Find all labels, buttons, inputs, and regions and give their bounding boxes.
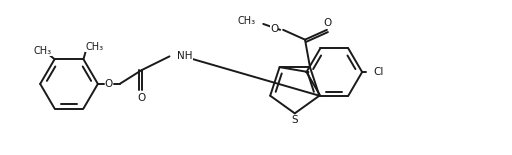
Text: O: O	[270, 24, 278, 34]
Text: O: O	[138, 93, 146, 103]
Text: CH₃: CH₃	[237, 16, 255, 26]
Text: NH: NH	[178, 51, 193, 61]
Text: S: S	[291, 115, 298, 125]
Text: Cl: Cl	[373, 67, 383, 77]
Text: CH₃: CH₃	[34, 46, 52, 56]
Text: O: O	[324, 18, 332, 28]
Text: CH₃: CH₃	[86, 42, 103, 52]
Text: O: O	[104, 79, 113, 89]
